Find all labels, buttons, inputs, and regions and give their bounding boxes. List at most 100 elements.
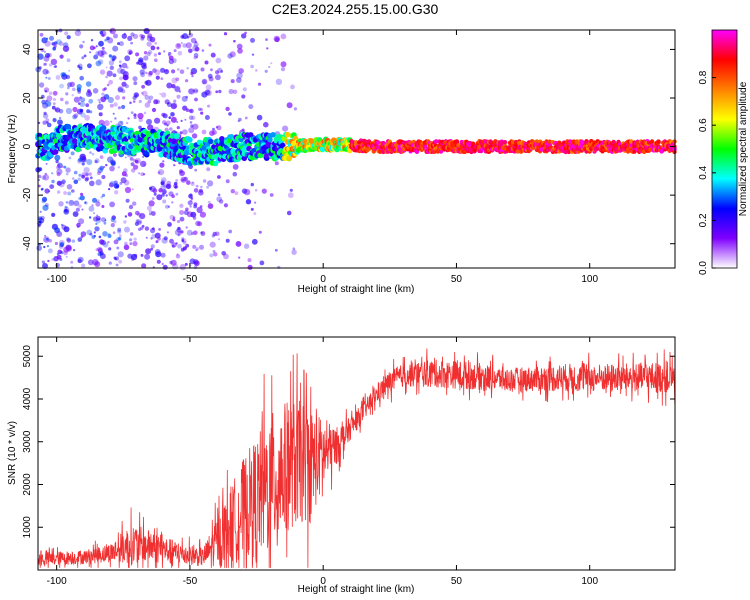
- heatmap-cell: [38, 66, 42, 70]
- colorbar-ticks: 0.0 0.2 0.4 0.6 0.8: [698, 70, 716, 275]
- heatmap-cell: [52, 46, 56, 51]
- heatmap-cell: [56, 133, 62, 139]
- heatmap-cell: [215, 90, 219, 94]
- heatmap-cell: [171, 201, 174, 204]
- heatmap-cell: [133, 81, 138, 86]
- heatmap-cell: [145, 248, 152, 255]
- heatmap-cell: [94, 160, 98, 164]
- heatmap-cell: [104, 38, 107, 42]
- heatmap-cell: [76, 84, 82, 90]
- heatmap-cell: [65, 123, 72, 130]
- heatmap-cell: [190, 124, 194, 128]
- heatmap-cell: [43, 50, 47, 54]
- heatmap-cell: [98, 235, 102, 239]
- heatmap-cell: [133, 113, 137, 117]
- heatmap-cell: [223, 203, 228, 208]
- heatmap-cell: [402, 146, 407, 152]
- heatmap-cell: [263, 153, 270, 159]
- x-tick-label: -50: [183, 576, 198, 587]
- heatmap-cell: [102, 231, 108, 237]
- heatmap-cell: [221, 251, 226, 256]
- heatmap-cell: [184, 262, 188, 266]
- heatmap-cell: [100, 53, 105, 58]
- heatmap-cell: [95, 201, 101, 207]
- heatmap-cell: [61, 73, 68, 80]
- heatmap-cell: [129, 242, 133, 246]
- colorbar-label: Normalized spectral amplitude: [738, 81, 749, 216]
- heatmap-cell: [243, 243, 250, 249]
- heatmap-cell: [173, 164, 176, 167]
- heatmap-cell: [44, 172, 48, 176]
- heatmap-cell: [143, 111, 147, 115]
- heatmap-cell: [167, 205, 171, 208]
- heatmap-cell: [193, 188, 199, 193]
- heatmap-cell: [99, 165, 104, 171]
- heatmap-cell: [195, 249, 198, 252]
- heatmap-cell: [144, 102, 151, 108]
- heatmap-cell: [81, 162, 85, 166]
- heatmap-cell: [130, 111, 134, 114]
- heatmap-cell: [154, 232, 161, 239]
- heatmap-cell: [179, 210, 185, 215]
- heatmap-cell: [254, 188, 258, 192]
- heatmap-cell: [422, 143, 428, 149]
- heatmap-cell: [182, 33, 188, 40]
- heatmap-cell: [152, 188, 158, 194]
- heatmap-cell: [245, 199, 252, 205]
- heatmap-cell: [97, 50, 104, 57]
- heatmap-cell: [182, 129, 188, 135]
- heatmap-cell: [611, 139, 616, 145]
- heatmap-cell: [114, 117, 117, 120]
- heatmap-cell: [160, 180, 166, 185]
- heatmap-cell: [106, 83, 110, 87]
- heatmap-cell: [273, 35, 280, 43]
- heatmap-cell: [176, 68, 180, 71]
- heatmap-cell: [147, 99, 152, 104]
- y-tick-label: 20: [22, 92, 33, 104]
- heatmap-cell: [188, 48, 193, 54]
- heatmap-cell: [200, 108, 204, 111]
- heatmap-cell: [571, 139, 576, 145]
- heatmap-cell: [109, 165, 115, 172]
- heatmap-cell: [165, 69, 168, 72]
- heatmap-cell: [123, 244, 130, 251]
- heatmap-cell: [103, 221, 107, 225]
- heatmap-cell: [145, 71, 148, 75]
- heatmap-cell: [128, 50, 133, 55]
- heatmap-cell: [185, 108, 190, 112]
- heatmap-cell: [171, 77, 178, 84]
- heatmap-cell: [128, 204, 134, 210]
- heatmap-cell: [194, 46, 200, 52]
- heatmap-cell: [168, 191, 174, 197]
- heatmap-cell: [250, 182, 254, 187]
- heatmap-cell: [164, 122, 167, 126]
- heatmap-cell: [45, 162, 48, 165]
- heatmap-cell: [238, 68, 244, 74]
- heatmap-cell: [174, 229, 181, 236]
- heatmap-cell: [242, 87, 247, 92]
- heatmap-cell: [86, 109, 90, 114]
- heatmap-cell: [83, 167, 90, 174]
- heatmap-cell: [124, 186, 132, 194]
- heatmap-cell: [137, 112, 144, 120]
- heatmap-cell: [191, 133, 198, 139]
- heatmap-cell: [185, 42, 192, 49]
- heatmap-cell: [77, 65, 80, 68]
- y-tick-label: 2000: [22, 473, 33, 496]
- heatmap-cell: [185, 226, 188, 229]
- heatmap-cell: [194, 40, 198, 44]
- heatmap-cell: [215, 126, 219, 129]
- heatmap-cell: [54, 41, 58, 45]
- heatmap-cell: [191, 181, 194, 184]
- heatmap-cell: [78, 66, 83, 71]
- heatmap-cell: [75, 207, 80, 212]
- x-tick-label: 0: [320, 576, 326, 587]
- heatmap-cell: [54, 154, 61, 161]
- heatmap-cell: [138, 220, 142, 224]
- heatmap-cell: [166, 120, 171, 126]
- heatmap-cell: [192, 89, 196, 93]
- heatmap-cell: [177, 243, 182, 249]
- heatmap-cell: [100, 125, 107, 131]
- heatmap-cell: [275, 78, 283, 86]
- heatmap-cell: [70, 260, 74, 264]
